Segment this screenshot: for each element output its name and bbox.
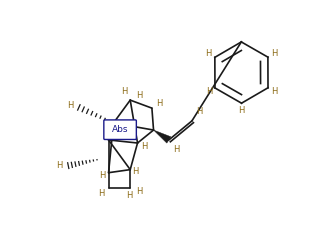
Text: H: H [271,49,277,58]
Text: H: H [141,142,147,151]
Text: H: H [173,145,179,154]
Text: H: H [132,168,138,177]
Text: H: H [98,189,105,198]
Text: H: H [67,100,73,109]
Text: H: H [136,91,142,100]
Text: H: H [156,99,162,108]
Text: H: H [205,49,212,58]
Text: H: H [56,161,62,170]
Text: H: H [121,87,127,96]
Text: H: H [238,106,245,115]
FancyBboxPatch shape [104,120,136,139]
Text: H: H [136,187,142,196]
Text: H: H [206,87,212,96]
Polygon shape [153,130,171,143]
Text: H: H [99,171,105,180]
Text: H: H [196,107,202,116]
Text: Abs: Abs [112,125,128,134]
Text: H: H [271,87,277,96]
Text: H: H [126,191,132,200]
